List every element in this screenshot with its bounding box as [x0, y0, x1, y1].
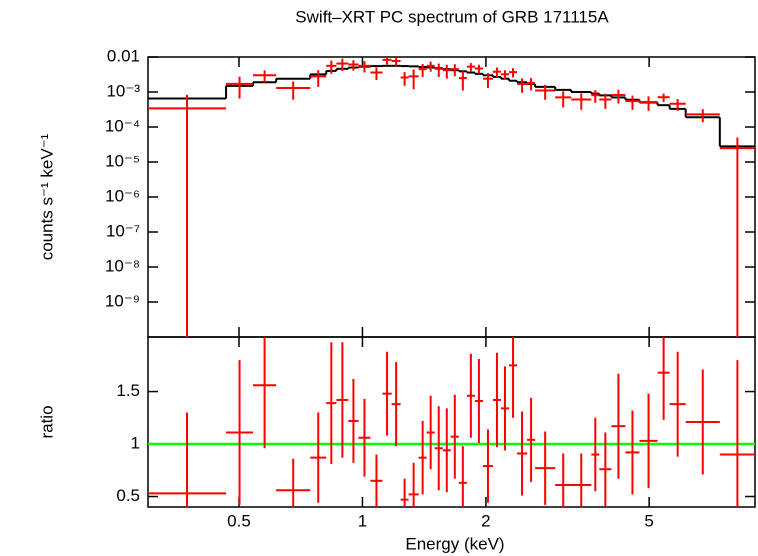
x-axis-label: Energy (keV) — [405, 534, 504, 553]
y-tick-label: 10⁻⁵ — [105, 151, 140, 170]
y-tick-label: 0.5 — [116, 486, 140, 505]
x-tick-label: 5 — [644, 511, 653, 530]
y-tick-label: 10⁻⁸ — [105, 256, 140, 275]
y-tick-label: 10⁻⁴ — [105, 116, 140, 135]
y-tick-label: 1 — [131, 434, 140, 453]
chart-title: Swift–XRT PC spectrum of GRB 171115A — [295, 7, 609, 26]
plot-frame — [147, 336, 756, 508]
y-tick-label: 10⁻⁹ — [105, 291, 140, 310]
y-tick-label: 10⁻⁷ — [106, 221, 140, 240]
y-tick-label: 1.5 — [116, 381, 140, 400]
y-tick-label: 10⁻⁶ — [105, 186, 140, 205]
x-tick-label: 2 — [481, 511, 490, 530]
y-tick-label: 10⁻³ — [106, 81, 140, 100]
x-tick-label: 0.5 — [227, 511, 251, 530]
y-axis-label: ratio — [37, 405, 56, 438]
y-tick-label: 0.01 — [107, 46, 140, 65]
y-axis-label: counts s⁻¹ keV⁻¹ — [37, 133, 56, 260]
x-tick-label: 1 — [358, 511, 367, 530]
